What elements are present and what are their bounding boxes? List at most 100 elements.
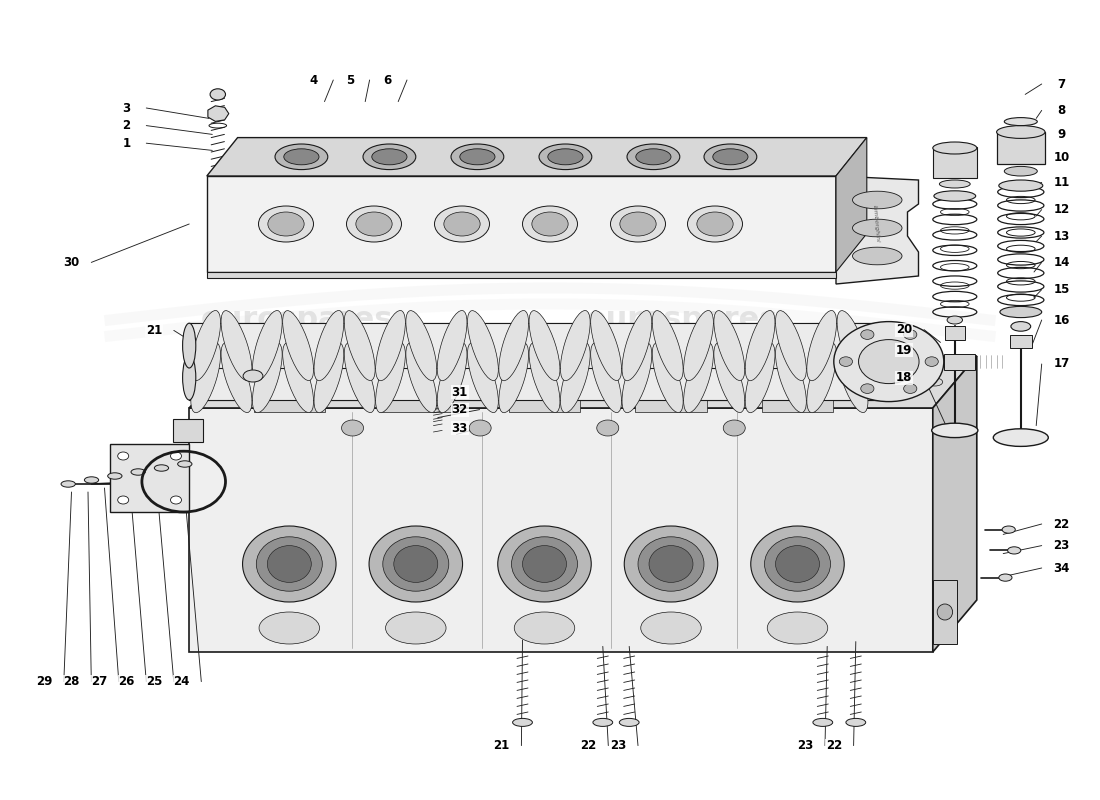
Text: 34: 34 <box>1054 562 1069 574</box>
Ellipse shape <box>714 310 745 381</box>
Ellipse shape <box>118 452 129 460</box>
Ellipse shape <box>837 342 868 413</box>
Ellipse shape <box>806 310 837 381</box>
Ellipse shape <box>522 206 578 242</box>
Ellipse shape <box>769 378 784 386</box>
Ellipse shape <box>468 342 498 413</box>
Ellipse shape <box>596 420 618 436</box>
Ellipse shape <box>437 310 468 381</box>
Bar <box>945 326 965 340</box>
Ellipse shape <box>548 149 583 165</box>
Ellipse shape <box>431 377 444 383</box>
Ellipse shape <box>591 310 622 381</box>
Ellipse shape <box>932 423 978 438</box>
Bar <box>173 419 204 442</box>
Ellipse shape <box>348 378 363 386</box>
Ellipse shape <box>993 429 1048 446</box>
Bar <box>933 147 977 178</box>
Ellipse shape <box>745 310 776 381</box>
Text: eurospares: eurospares <box>218 580 376 604</box>
Polygon shape <box>836 176 918 284</box>
Ellipse shape <box>284 149 319 165</box>
Ellipse shape <box>242 526 337 602</box>
Circle shape <box>925 357 938 366</box>
Ellipse shape <box>714 382 727 390</box>
Ellipse shape <box>1004 118 1037 126</box>
Ellipse shape <box>131 469 145 475</box>
Ellipse shape <box>764 537 830 591</box>
Ellipse shape <box>431 399 444 406</box>
Ellipse shape <box>283 342 313 413</box>
Ellipse shape <box>498 342 529 413</box>
Ellipse shape <box>714 342 745 413</box>
Ellipse shape <box>190 342 221 413</box>
Ellipse shape <box>444 212 481 236</box>
Ellipse shape <box>506 378 521 386</box>
Text: eurospares: eurospares <box>200 306 394 334</box>
Ellipse shape <box>1000 306 1042 318</box>
Polygon shape <box>933 356 977 652</box>
Ellipse shape <box>363 144 416 170</box>
Polygon shape <box>208 106 229 122</box>
Text: 33: 33 <box>452 422 468 434</box>
Text: 11: 11 <box>1054 176 1069 189</box>
Ellipse shape <box>356 212 392 236</box>
Ellipse shape <box>610 206 665 242</box>
Text: 30: 30 <box>64 256 79 269</box>
Ellipse shape <box>1002 526 1015 533</box>
Polygon shape <box>189 356 977 408</box>
Ellipse shape <box>999 180 1043 191</box>
Ellipse shape <box>539 144 592 170</box>
Text: 23: 23 <box>1054 539 1069 552</box>
Ellipse shape <box>85 477 99 483</box>
Text: 15: 15 <box>1054 283 1069 296</box>
Ellipse shape <box>437 342 468 413</box>
Ellipse shape <box>512 537 578 591</box>
Ellipse shape <box>640 612 702 644</box>
Ellipse shape <box>874 378 890 386</box>
Ellipse shape <box>683 310 714 381</box>
Ellipse shape <box>372 149 407 165</box>
Text: 10: 10 <box>1054 151 1069 164</box>
Ellipse shape <box>283 310 313 381</box>
Circle shape <box>860 384 875 394</box>
Ellipse shape <box>170 452 182 460</box>
Circle shape <box>904 330 917 339</box>
Bar <box>508 352 581 412</box>
Ellipse shape <box>587 382 601 390</box>
Text: 12: 12 <box>1054 203 1069 216</box>
Ellipse shape <box>385 612 447 644</box>
Ellipse shape <box>400 378 416 386</box>
Ellipse shape <box>776 342 806 413</box>
Ellipse shape <box>406 310 437 381</box>
Ellipse shape <box>806 342 837 413</box>
Ellipse shape <box>621 342 652 413</box>
Bar <box>761 352 834 412</box>
Ellipse shape <box>453 378 469 386</box>
Ellipse shape <box>404 382 417 390</box>
Text: 1: 1 <box>122 137 131 150</box>
Ellipse shape <box>314 342 344 413</box>
Ellipse shape <box>813 718 833 726</box>
Text: 19: 19 <box>896 344 912 357</box>
Ellipse shape <box>118 496 129 504</box>
Ellipse shape <box>468 310 498 381</box>
Text: 23: 23 <box>798 739 813 752</box>
Text: 14: 14 <box>1054 256 1069 269</box>
Text: 22: 22 <box>1054 518 1069 530</box>
Ellipse shape <box>513 718 532 726</box>
Text: 29: 29 <box>36 675 52 688</box>
Circle shape <box>834 322 944 402</box>
Polygon shape <box>207 176 836 272</box>
Ellipse shape <box>927 378 943 386</box>
Text: 25: 25 <box>146 675 162 688</box>
Text: 20: 20 <box>896 323 912 336</box>
Ellipse shape <box>724 420 746 436</box>
Ellipse shape <box>394 546 438 582</box>
Circle shape <box>839 357 853 366</box>
Ellipse shape <box>277 382 290 390</box>
Circle shape <box>861 330 875 339</box>
Ellipse shape <box>636 149 671 165</box>
Bar <box>1010 335 1032 348</box>
Circle shape <box>904 384 917 394</box>
